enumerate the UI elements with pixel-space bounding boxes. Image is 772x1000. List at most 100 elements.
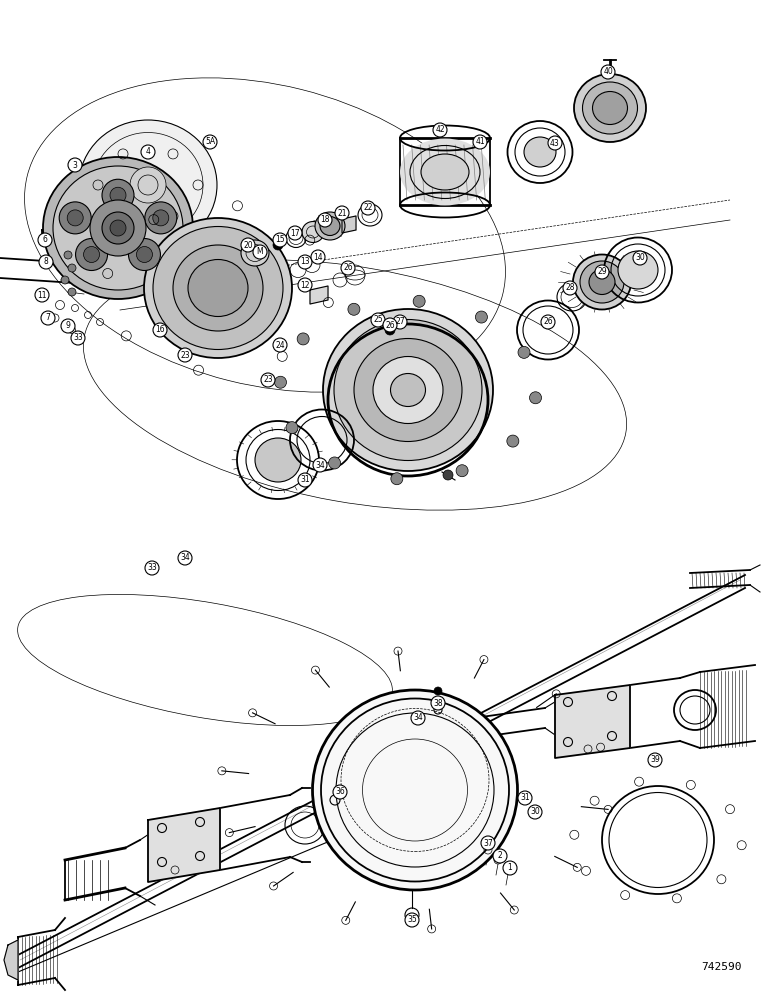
Circle shape <box>313 458 327 472</box>
Text: 26: 26 <box>385 320 394 330</box>
Text: 7: 7 <box>46 314 50 322</box>
Text: 26: 26 <box>543 318 553 326</box>
Text: 16: 16 <box>155 326 164 334</box>
Circle shape <box>413 295 425 307</box>
Circle shape <box>145 561 159 575</box>
Text: 34: 34 <box>413 714 423 722</box>
Circle shape <box>76 239 107 271</box>
Circle shape <box>507 435 519 447</box>
Circle shape <box>456 465 468 477</box>
Circle shape <box>90 200 146 256</box>
Circle shape <box>288 226 302 240</box>
Circle shape <box>137 247 152 263</box>
Text: 23: 23 <box>180 351 190 360</box>
Circle shape <box>433 123 447 137</box>
Circle shape <box>41 311 55 325</box>
Text: 6: 6 <box>42 235 47 244</box>
Circle shape <box>341 261 355 275</box>
Text: 15: 15 <box>275 235 285 244</box>
Polygon shape <box>555 685 630 758</box>
Circle shape <box>83 247 100 263</box>
Text: 13: 13 <box>300 257 310 266</box>
Ellipse shape <box>43 157 193 299</box>
Circle shape <box>141 145 155 159</box>
Circle shape <box>473 135 487 149</box>
Circle shape <box>633 251 647 265</box>
Text: 36: 36 <box>335 788 345 796</box>
Circle shape <box>431 696 445 710</box>
Circle shape <box>348 303 360 315</box>
Circle shape <box>318 213 332 227</box>
Circle shape <box>333 785 347 799</box>
Ellipse shape <box>241 240 269 266</box>
Polygon shape <box>148 808 220 882</box>
Text: 8: 8 <box>44 257 49 266</box>
Ellipse shape <box>320 217 340 235</box>
Circle shape <box>361 201 375 215</box>
Circle shape <box>335 206 349 220</box>
Text: 14: 14 <box>313 252 323 261</box>
Circle shape <box>275 376 286 388</box>
Circle shape <box>68 264 76 272</box>
Circle shape <box>383 318 397 332</box>
Circle shape <box>67 210 83 226</box>
Text: 33: 33 <box>147 564 157 572</box>
Circle shape <box>178 348 192 362</box>
Circle shape <box>595 265 609 279</box>
Text: 18: 18 <box>320 216 330 225</box>
Circle shape <box>648 753 662 767</box>
Circle shape <box>541 315 555 329</box>
Text: 40: 40 <box>603 68 613 77</box>
Ellipse shape <box>421 154 469 190</box>
Circle shape <box>298 255 312 269</box>
Text: 29: 29 <box>598 267 607 276</box>
Text: 22: 22 <box>364 204 373 213</box>
Circle shape <box>68 158 82 172</box>
Ellipse shape <box>573 254 631 310</box>
Circle shape <box>39 255 53 269</box>
Circle shape <box>518 346 530 358</box>
Circle shape <box>68 288 76 296</box>
Circle shape <box>130 167 166 203</box>
Text: 5A: 5A <box>205 137 215 146</box>
Text: 26: 26 <box>344 263 353 272</box>
Ellipse shape <box>302 222 324 242</box>
Circle shape <box>35 288 49 302</box>
Circle shape <box>153 210 169 226</box>
Circle shape <box>273 338 287 352</box>
Circle shape <box>601 65 615 79</box>
Text: 4: 4 <box>146 147 151 156</box>
Text: 31: 31 <box>520 794 530 802</box>
Text: 11: 11 <box>37 290 47 300</box>
Text: 2: 2 <box>498 852 503 860</box>
Ellipse shape <box>354 338 462 442</box>
Text: 20: 20 <box>243 240 252 249</box>
Circle shape <box>59 202 91 234</box>
Ellipse shape <box>53 166 183 290</box>
Circle shape <box>548 136 562 150</box>
Text: 30: 30 <box>635 253 645 262</box>
Text: 24: 24 <box>275 340 285 350</box>
Circle shape <box>476 311 487 323</box>
Polygon shape <box>342 216 356 233</box>
Circle shape <box>273 233 287 247</box>
Ellipse shape <box>144 218 292 358</box>
Ellipse shape <box>315 212 345 240</box>
Circle shape <box>385 325 395 335</box>
Text: 1: 1 <box>508 863 513 872</box>
Ellipse shape <box>592 92 628 124</box>
Ellipse shape <box>323 309 493 471</box>
Circle shape <box>286 422 298 434</box>
Text: 41: 41 <box>476 137 485 146</box>
Ellipse shape <box>173 245 263 331</box>
Circle shape <box>273 240 283 250</box>
Circle shape <box>61 276 69 284</box>
Ellipse shape <box>618 251 658 289</box>
Circle shape <box>203 135 217 149</box>
Circle shape <box>253 245 267 259</box>
Text: 43: 43 <box>550 138 560 147</box>
Text: 3: 3 <box>73 160 77 169</box>
Circle shape <box>329 457 340 469</box>
Circle shape <box>391 473 403 485</box>
Ellipse shape <box>255 438 301 482</box>
